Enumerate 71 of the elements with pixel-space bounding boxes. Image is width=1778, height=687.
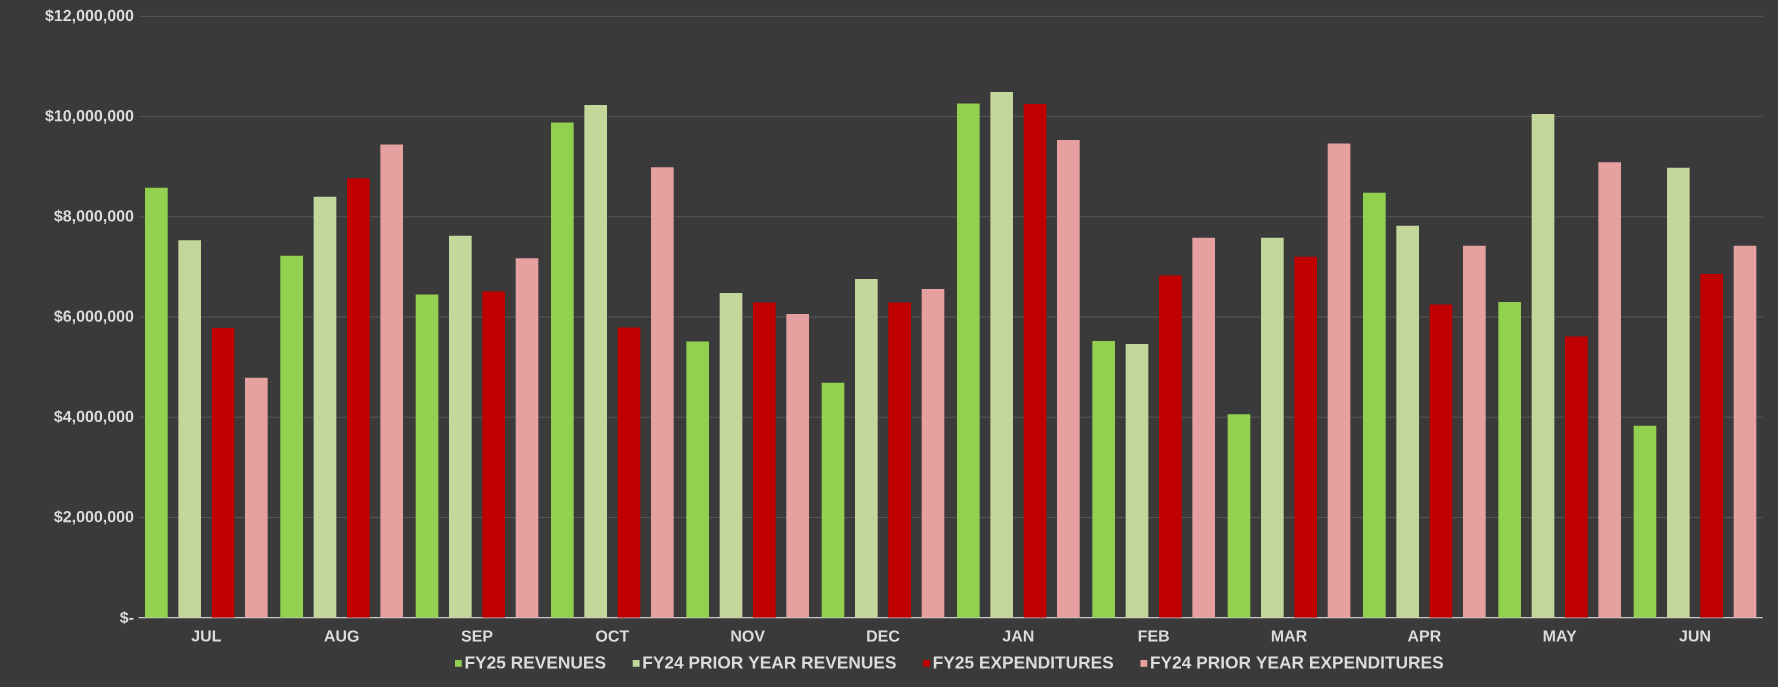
bar [719, 292, 743, 618]
bar [1125, 344, 1149, 618]
bar [1598, 162, 1622, 618]
bar [1057, 140, 1080, 618]
bar [1092, 341, 1116, 618]
bar [1667, 167, 1690, 618]
bar [1327, 143, 1351, 618]
y-tick-label: $12,000,000 [45, 9, 134, 24]
bar [1159, 275, 1182, 618]
x-tick-label: DEC [867, 630, 900, 642]
x-tick-label: MAY [1543, 630, 1577, 642]
bar [415, 294, 439, 618]
bar [178, 240, 202, 618]
bar [347, 178, 370, 618]
bar [313, 196, 337, 618]
bar [1463, 245, 1486, 618]
bar [1294, 256, 1318, 618]
bar [1261, 237, 1284, 618]
x-tick-label: APR [1407, 630, 1441, 642]
bar [888, 302, 912, 618]
x-tick-label: SEP [461, 630, 493, 642]
bar [1633, 425, 1657, 618]
legend-label: FY25 REVENUES [465, 656, 606, 669]
bar [957, 103, 980, 618]
y-tick-label: $4,000,000 [54, 410, 134, 425]
bar [1733, 245, 1757, 618]
x-tick-label: JUL [191, 630, 221, 642]
bar [551, 122, 574, 618]
y-tick-label: $8,000,000 [54, 209, 134, 224]
bar [1531, 114, 1555, 618]
bar [651, 167, 674, 618]
bar [145, 187, 168, 618]
bar [482, 291, 506, 618]
legend-label: FY25 EXPENDITURES [933, 656, 1114, 669]
bar [515, 258, 539, 618]
bar [1192, 237, 1216, 618]
legend-label: FY24 PRIOR YEAR EXPENDITURES [1151, 656, 1443, 669]
bar [280, 255, 304, 618]
bar [821, 382, 845, 618]
bar [449, 235, 472, 618]
bar [753, 302, 776, 618]
bar [1565, 336, 1588, 618]
bar [1023, 104, 1047, 618]
bar [1498, 301, 1522, 618]
x-tick-label: OCT [596, 630, 630, 642]
x-tick-label: AUG [324, 630, 359, 642]
bar [584, 105, 608, 618]
x-tick-label: NOV [731, 630, 765, 642]
legend-label: FY24 PRIOR YEAR REVENUES [643, 656, 896, 669]
bar [1363, 192, 1386, 618]
y-tick-label: $6,000,000 [54, 309, 134, 325]
bar [1429, 304, 1453, 618]
x-tick-label: MAR [1271, 630, 1307, 642]
bar [855, 278, 878, 618]
bar [245, 377, 268, 618]
bar [990, 92, 1014, 618]
x-tick-label: FEB [1138, 630, 1169, 642]
bar [786, 313, 810, 618]
y-tick-label: $10,000,000 [45, 109, 134, 124]
bar [617, 327, 641, 618]
bar [921, 288, 945, 618]
x-tick-label: JUN [1679, 630, 1710, 642]
bar [1700, 273, 1724, 618]
y-tick-label: $2,000,000 [54, 510, 134, 525]
bar [1396, 225, 1420, 618]
bar [1227, 414, 1251, 618]
x-tick-label: JAN [1002, 630, 1034, 642]
bar [211, 328, 235, 618]
y-tick-label: $- [119, 611, 134, 625]
bar [380, 144, 403, 618]
bar [686, 341, 710, 618]
